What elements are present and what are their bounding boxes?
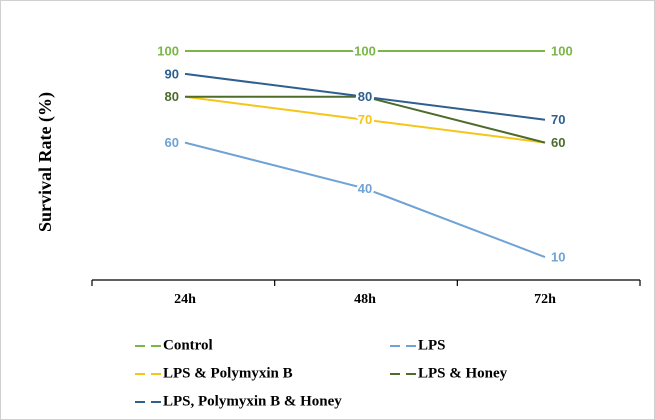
data-label: 100	[157, 43, 179, 58]
legend-label: Control	[163, 337, 213, 353]
data-label: 80	[165, 89, 179, 104]
data-label: 40	[358, 181, 372, 196]
legend-label: LPS, Polymyxin B & Honey	[163, 393, 342, 409]
data-label: 90	[165, 66, 179, 81]
data-label: 70	[551, 112, 565, 127]
x-tick-label: 24h	[174, 292, 196, 307]
data-label: 70	[358, 112, 372, 127]
legend-label: LPS & Honey	[418, 365, 508, 381]
series-line	[184, 95, 546, 144]
data-label: 80	[358, 89, 372, 104]
x-tick-label: 48h	[354, 292, 376, 307]
data-label: 10	[551, 250, 565, 265]
x-tick-label: 72h	[534, 292, 556, 307]
data-label: 80	[165, 89, 179, 104]
legend-label: LPS & Polymyxin B	[163, 365, 293, 381]
data-label: 80	[358, 89, 372, 104]
y-axis-label: Survival Rate (%)	[35, 92, 56, 232]
data-label: 60	[165, 135, 179, 150]
data-label: 60	[551, 135, 565, 150]
data-label: 60	[551, 135, 565, 150]
data-label: 100	[354, 43, 376, 58]
series-line	[184, 141, 546, 259]
legend-label: LPS	[418, 337, 446, 353]
series-line	[184, 72, 546, 121]
data-label: 100	[551, 43, 573, 58]
